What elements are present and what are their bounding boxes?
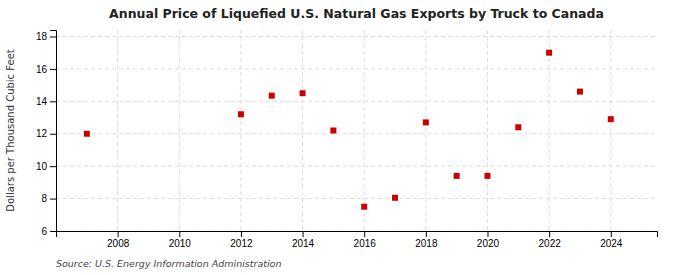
x-grid-line [179, 30, 180, 231]
x-tick: 2008 [107, 231, 130, 249]
x-tick-label: 2024 [600, 238, 623, 249]
y-tick: 12 [36, 128, 56, 139]
x-tick: 2022 [539, 231, 562, 249]
y-tick-mark [50, 101, 56, 102]
x-tick-label: 2008 [107, 238, 130, 249]
y-tick-label: 6 [41, 226, 47, 237]
y-tick: 6 [41, 226, 56, 237]
x-tick-mark [611, 231, 612, 237]
x-grid-line [240, 30, 241, 231]
y-grid-line [56, 166, 657, 167]
x-tick-mark [426, 231, 427, 237]
y-axis-title: Dollars per Thousand Cubic Feet [5, 49, 16, 212]
y-tick-label: 14 [36, 96, 48, 107]
data-point [84, 131, 90, 137]
chart-title: Annual Price of Liquefied U.S. Natural G… [109, 6, 604, 21]
x-tick: 2016 [354, 231, 377, 249]
x-tick-mark [487, 231, 488, 237]
x-grid-line [425, 30, 426, 231]
data-point [546, 50, 552, 56]
data-point [608, 116, 614, 122]
x-axis-line [57, 232, 658, 238]
x-tick-label: 2022 [539, 238, 562, 249]
y-tick: 8 [41, 193, 56, 204]
points [84, 50, 614, 210]
y-tick: 18 [36, 31, 56, 42]
x-tick-label: 2012 [230, 238, 253, 249]
x-tick-label: 2020 [477, 238, 500, 249]
y-tick-label: 12 [36, 128, 48, 139]
y-tick-label: 8 [41, 193, 47, 204]
grid [56, 30, 657, 231]
data-point [300, 90, 306, 96]
x-tick: 2018 [415, 231, 438, 249]
x-tick: 2024 [600, 231, 623, 249]
y-tick: 14 [36, 96, 56, 107]
x-grid-line [117, 30, 118, 231]
y-grid-line [56, 68, 657, 69]
x-tick-label: 2016 [354, 238, 377, 249]
x-tick-label: 2018 [415, 238, 438, 249]
x-grid-line [549, 30, 550, 231]
y-tick: 10 [36, 161, 56, 172]
x-tick: 2020 [477, 231, 500, 249]
data-point [515, 124, 521, 130]
x-tick: 2014 [292, 231, 315, 249]
data-point [454, 173, 460, 179]
plot-area: 2008 2010 2012 2014 2016 2018 2020 2022 2024 6 8 10… [36, 30, 658, 249]
y-tick-mark [50, 69, 56, 70]
x-tick-label: 2014 [292, 238, 315, 249]
y-tick-mark [50, 36, 56, 37]
y-grid-line [56, 133, 657, 134]
data-point [392, 195, 398, 201]
source-note: Source: U.S. Energy Information Administ… [56, 258, 281, 269]
x-grid-line [610, 30, 611, 231]
x-tick-mark [241, 231, 242, 237]
x-tick: 2010 [169, 231, 192, 249]
y-tick-mark [50, 231, 56, 232]
y-tick-mark [50, 199, 56, 200]
data-point [269, 93, 275, 99]
x-tick-mark [303, 231, 304, 237]
x-tick-mark [549, 231, 550, 237]
chart-svg: 2008 2010 2012 2014 2016 2018 2020 2022 2024 6 8 10… [0, 0, 675, 275]
data-point [484, 173, 490, 179]
data-point [238, 111, 244, 117]
y-grid-line [56, 198, 657, 199]
data-point [577, 89, 583, 95]
x-tick: 2012 [230, 231, 253, 249]
x-axis: 2008 2010 2012 2014 2016 2018 2020 2022 2024 [57, 231, 658, 249]
data-point [330, 128, 336, 134]
x-tick-mark [179, 231, 180, 237]
x-grid-line [364, 30, 365, 231]
y-grid-line [56, 101, 657, 102]
y-tick-mark [50, 134, 56, 135]
y-axis-line [50, 31, 57, 232]
data-point [423, 119, 429, 125]
y-tick-label: 10 [36, 161, 48, 172]
x-grid-line [487, 30, 488, 231]
y-tick-label: 18 [36, 31, 48, 42]
y-tick-label: 16 [36, 64, 48, 75]
y-grid-line [56, 36, 657, 37]
y-axis: 6 8 10 12 14 16 18 [36, 31, 57, 237]
x-tick-label: 2010 [169, 238, 192, 249]
x-tick-mark [364, 231, 365, 237]
x-tick-mark [118, 231, 119, 237]
y-tick-mark [50, 166, 56, 167]
y-tick: 16 [36, 64, 56, 75]
data-point [361, 204, 367, 210]
x-grid-line [302, 30, 303, 231]
